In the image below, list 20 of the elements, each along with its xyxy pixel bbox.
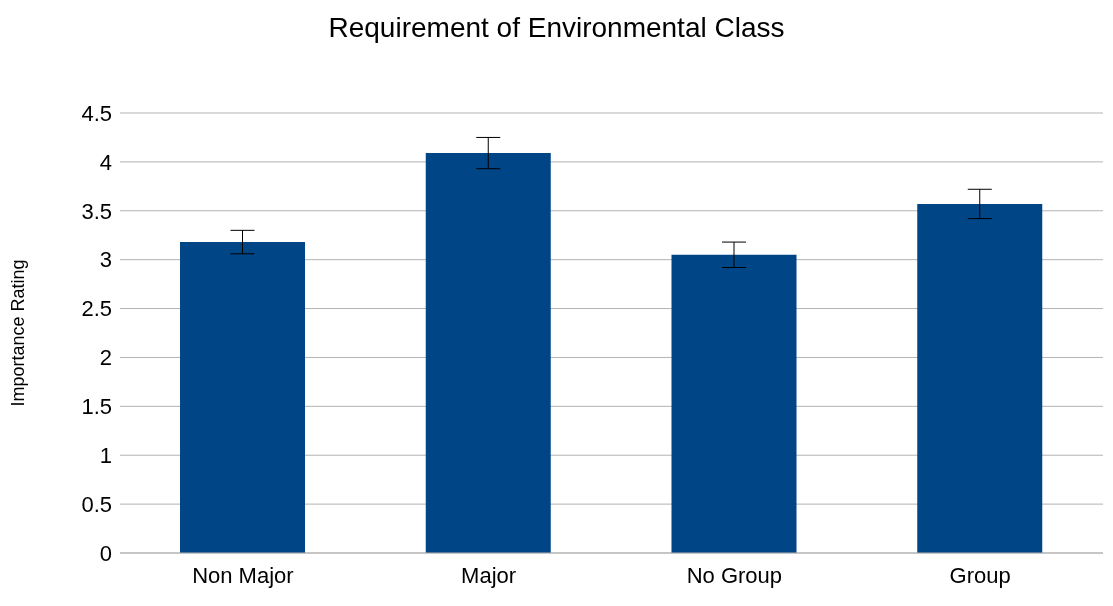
y-tick-label: 1.5 [81,394,112,420]
y-tick-label: 2.5 [81,296,112,322]
y-tick-label: 4.5 [81,100,112,126]
y-tick-label: 3 [99,247,112,273]
y-tick-label: 0.5 [81,491,112,517]
y-tick-label: 2 [99,345,112,371]
bar [180,242,305,553]
y-tick-label: 0 [99,540,112,566]
x-tick-label: Major [461,562,517,588]
chart-title: Requirement of Environmental Class [327,11,786,45]
y-tick-label: 3.5 [81,198,112,224]
y-tick-label: 1 [99,443,112,469]
bar [671,254,797,553]
y-axis-title: Importance Rating [8,259,29,407]
x-tick-label: Non Major [192,562,294,588]
bar [917,203,1043,553]
y-tick-label: 4 [99,149,112,175]
x-tick-label: No Group [686,562,783,588]
bar [425,153,551,553]
x-tick-label: Group [949,562,1011,588]
